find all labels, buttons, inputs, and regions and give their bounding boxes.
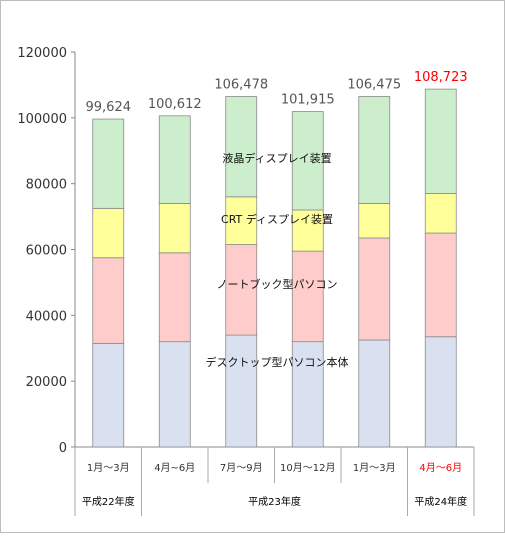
series-label: ノートブック型パソコン: [217, 277, 338, 291]
y-tick-label: 100000: [17, 112, 67, 127]
bar-segment: [291, 341, 324, 448]
total-data-label: 106,478: [214, 78, 268, 93]
bar-segment: [158, 115, 191, 204]
bar-segment: [291, 111, 324, 211]
y-tick-label: 60000: [26, 244, 67, 259]
series-label: CRT ディスプレイ装置: [221, 212, 333, 226]
y-tick-label: 120000: [17, 46, 67, 61]
fiscal-year-label: 平成23年度: [248, 495, 301, 508]
bar-segment: [92, 207, 125, 259]
bars-layer: [92, 88, 457, 448]
bar-segment: [158, 341, 191, 448]
axes: 0 20000 40000 60000 80000 100000 120000: [17, 46, 474, 456]
labels-layer: 99,624 100,612 106,478 101,915 106,475 108,72…: [86, 70, 468, 369]
bar-segment: [291, 250, 324, 343]
bar-segment: [424, 336, 457, 448]
bar-segment: [358, 339, 391, 448]
x-category-label: 1月～3月: [353, 462, 396, 474]
bar-segment: [358, 96, 391, 204]
y-tick-label: 80000: [26, 178, 67, 193]
fiscal-year-label: 平成22年度: [82, 495, 135, 508]
series-label: デスクトップ型パソコン本体: [206, 355, 349, 369]
bar-segment: [291, 209, 324, 252]
x-category-label: 4月～6月: [419, 462, 462, 474]
total-data-label: 106,475: [347, 78, 401, 93]
bar-segment: [225, 96, 258, 198]
x-category-label: 4月~6月: [154, 462, 195, 474]
x-category-label: 7月～9月: [220, 462, 263, 474]
y-tick-label: 20000: [26, 375, 67, 390]
bar-segment: [225, 196, 258, 245]
bar-segment: [158, 252, 191, 343]
y-tick-label: 40000: [26, 309, 67, 324]
fiscal-year-label: 平成24年度: [414, 495, 467, 508]
total-data-label: 99,624: [86, 100, 132, 115]
bar-segment: [424, 193, 457, 234]
total-data-label: 100,612: [148, 97, 202, 112]
total-data-label: 101,915: [281, 93, 335, 108]
bar-segment: [225, 334, 258, 448]
bar-segment: [92, 257, 125, 344]
total-data-label: 108,723: [414, 70, 468, 85]
x-category-label: 10月～12月: [280, 462, 335, 474]
series-label: 液晶ディスプレイ装置: [222, 151, 331, 165]
bar-segment: [92, 342, 125, 448]
bar-segment: [424, 88, 457, 194]
y-tick-label: 0: [59, 441, 67, 456]
bar-segment: [358, 237, 391, 341]
bar-segment: [158, 203, 191, 254]
bar-segment: [225, 244, 258, 336]
bar-segment: [424, 232, 457, 338]
bar-segment: [92, 118, 125, 209]
x-category-label: 1月～3月: [87, 462, 130, 474]
bar-segment: [358, 203, 391, 239]
